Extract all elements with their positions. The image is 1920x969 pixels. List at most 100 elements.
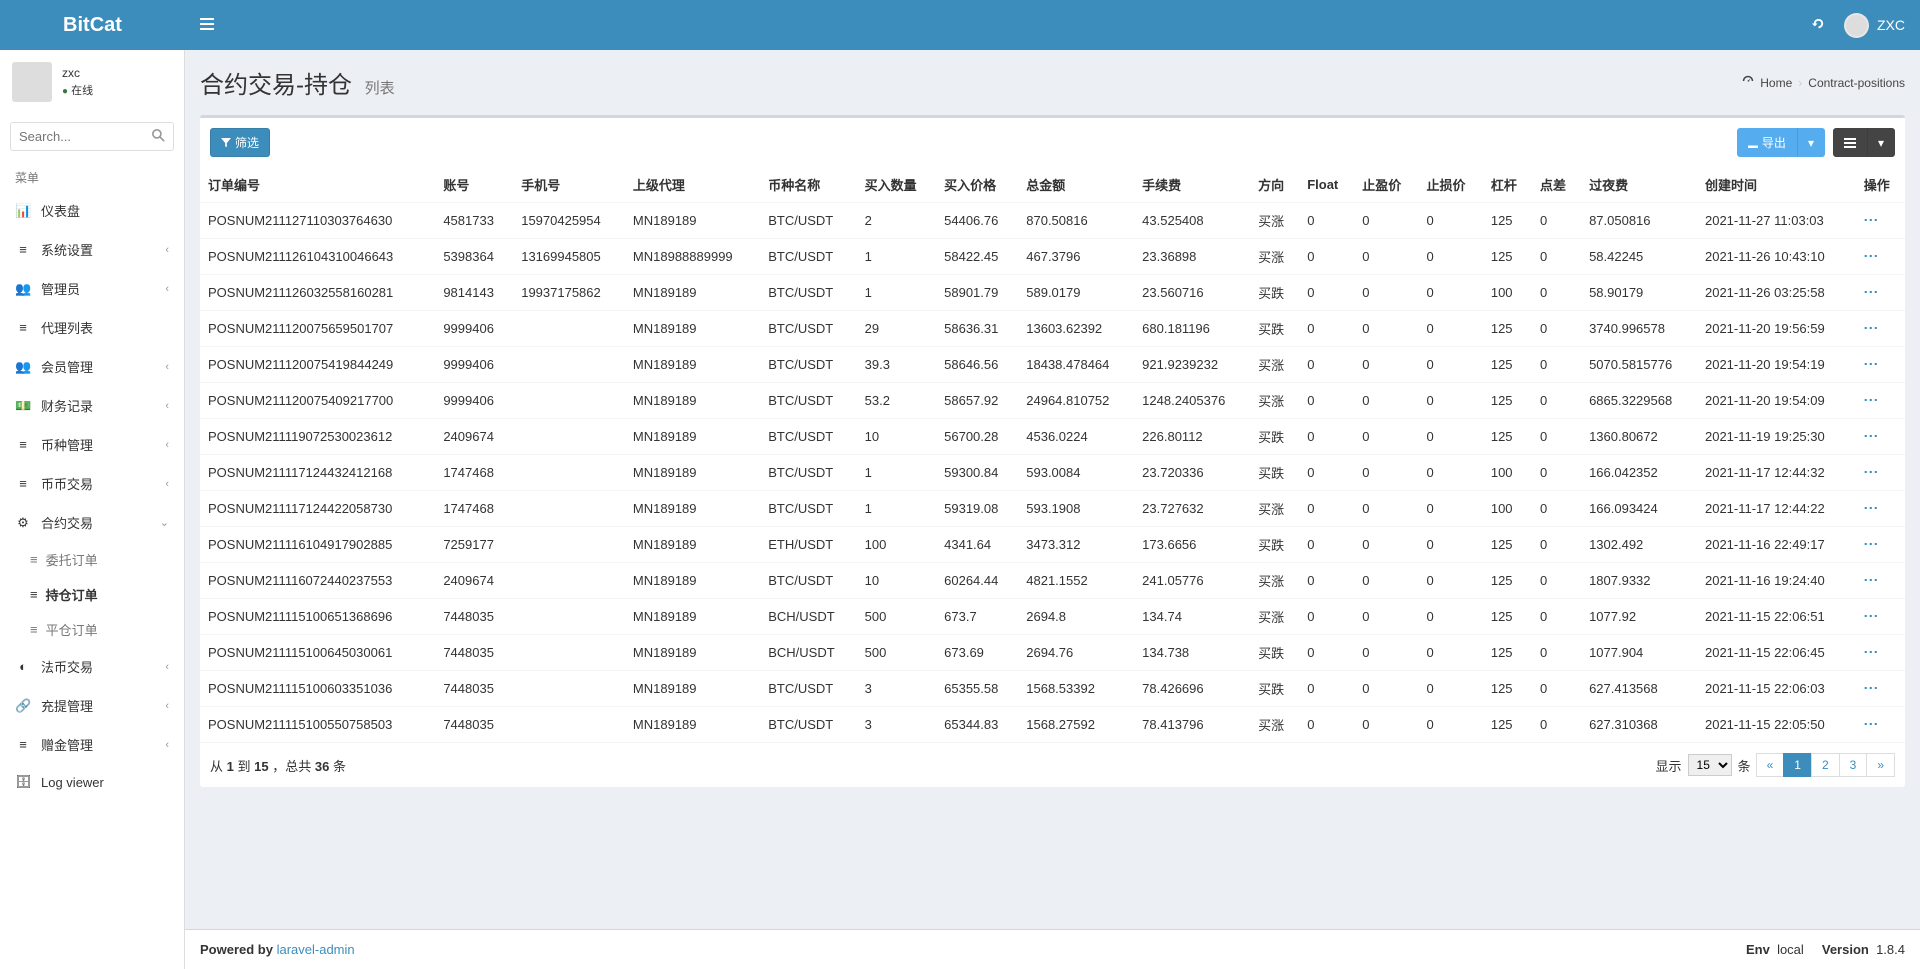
sidebar-item-7[interactable]: ≡币币交易‹ <box>0 464 184 503</box>
page-item[interactable]: 3 <box>1839 753 1868 777</box>
table-cell: 6865.3229568 <box>1581 383 1697 419</box>
column-header[interactable]: 操作 <box>1856 167 1905 203</box>
sidebar-subitem-0[interactable]: ≡委托订单 <box>0 542 184 577</box>
table-row: POSNUM2111190725300236122409674MN189189B… <box>200 419 1905 455</box>
table-row: POSNUM2111171244220587301747468MN189189B… <box>200 491 1905 527</box>
table-cell: BTC/USDT <box>760 383 856 419</box>
chevron-left-icon: ‹ <box>165 478 169 490</box>
column-header[interactable]: 过夜费 <box>1581 167 1697 203</box>
sidebar-item-2[interactable]: 👥管理员‹ <box>0 269 184 308</box>
table-cell: BTC/USDT <box>760 203 856 239</box>
sidebar-item-0[interactable]: 📊仪表盘 <box>0 191 184 230</box>
row-actions-icon[interactable]: ⋮ <box>1864 573 1880 586</box>
export-dropdown[interactable]: ▾ <box>1797 128 1825 157</box>
row-actions-icon[interactable]: ⋮ <box>1864 609 1880 622</box>
table-cell: MN189189 <box>625 275 760 311</box>
column-header[interactable]: 止盈价 <box>1354 167 1418 203</box>
sidebar-item-4[interactable]: 👥会员管理‹ <box>0 347 184 386</box>
row-actions-icon[interactable]: ⋮ <box>1864 681 1880 694</box>
laravel-admin-link[interactable]: laravel-admin <box>277 942 355 957</box>
table-cell: 500 <box>857 599 937 635</box>
per-page-select[interactable]: 15 <box>1688 754 1732 776</box>
table-cell: 58646.56 <box>936 347 1018 383</box>
table-cell: 673.69 <box>936 635 1018 671</box>
sidebar-item-6[interactable]: ≡币种管理‹ <box>0 425 184 464</box>
table-cell: 23.727632 <box>1134 491 1250 527</box>
table-cell: 100 <box>1483 491 1532 527</box>
column-header[interactable]: 点差 <box>1532 167 1581 203</box>
refresh-icon[interactable] <box>1811 16 1826 34</box>
row-actions-icon[interactable]: ⋮ <box>1864 321 1880 334</box>
page-item[interactable]: » <box>1866 753 1895 777</box>
page-item[interactable]: 2 <box>1811 753 1840 777</box>
sidebar-item-1[interactable]: ≡系统设置‹ <box>0 230 184 269</box>
search-input[interactable] <box>11 123 173 150</box>
table-cell: 买跌 <box>1250 635 1299 671</box>
table-cell: 0 <box>1419 635 1483 671</box>
column-header[interactable]: 订单编号 <box>200 167 435 203</box>
row-actions-icon[interactable]: ⋮ <box>1864 429 1880 442</box>
table-cell: 0 <box>1419 239 1483 275</box>
columns-dropdown[interactable]: ▾ <box>1867 128 1895 157</box>
row-actions-icon[interactable]: ⋮ <box>1864 717 1880 730</box>
search-icon[interactable] <box>152 129 165 145</box>
user-menu[interactable]: ZXC <box>1844 13 1905 38</box>
table-cell: 125 <box>1483 311 1532 347</box>
sidebar-subitem-2[interactable]: ≡平仓订单 <box>0 612 184 647</box>
row-actions-icon[interactable]: ⋮ <box>1864 285 1880 298</box>
sidebar-toggle[interactable] <box>185 2 229 48</box>
column-header[interactable]: 买入数量 <box>857 167 937 203</box>
brand-logo[interactable]: BitCat <box>0 0 185 50</box>
row-actions-icon[interactable]: ⋮ <box>1864 213 1880 226</box>
column-header[interactable]: 杠杆 <box>1483 167 1532 203</box>
table-cell: 0 <box>1419 707 1483 743</box>
breadcrumb-home[interactable]: Home <box>1760 76 1792 90</box>
table-cell: 13603.62392 <box>1018 311 1134 347</box>
column-header[interactable]: 上级代理 <box>625 167 760 203</box>
sidebar-subitem-1[interactable]: ≡持仓订单 <box>0 577 184 612</box>
column-header[interactable]: 创建时间 <box>1697 167 1856 203</box>
sidebar-item-label: 币币交易 <box>41 474 93 493</box>
sidebar-item-11[interactable]: ≡赠金管理‹ <box>0 725 184 764</box>
table-cell: BTC/USDT <box>760 671 856 707</box>
sidebar-item-5[interactable]: 💵财务记录‹ <box>0 386 184 425</box>
row-actions-icon[interactable]: ⋮ <box>1864 249 1880 262</box>
row-actions-icon[interactable]: ⋮ <box>1864 465 1880 478</box>
sidebar-item-10[interactable]: 🔗充提管理‹ <box>0 686 184 725</box>
table-cell: MN189189 <box>625 491 760 527</box>
table-cell: 39.3 <box>857 347 937 383</box>
table-cell: 0 <box>1354 455 1418 491</box>
column-header[interactable]: 总金额 <box>1018 167 1134 203</box>
row-actions-icon[interactable]: ⋮ <box>1864 645 1880 658</box>
row-actions-icon[interactable]: ⋮ <box>1864 501 1880 514</box>
sidebar-item-label: 币种管理 <box>41 435 93 454</box>
table-cell: 1360.80672 <box>1581 419 1697 455</box>
sidebar-item-3[interactable]: ≡代理列表 <box>0 308 184 347</box>
page-item[interactable]: 1 <box>1783 753 1812 777</box>
table-cell: 0 <box>1299 707 1354 743</box>
column-header[interactable]: 账号 <box>435 167 513 203</box>
column-header[interactable]: Float <box>1299 167 1354 203</box>
row-actions-icon[interactable]: ⋮ <box>1864 357 1880 370</box>
columns-button[interactable] <box>1833 128 1867 157</box>
column-header[interactable]: 止损价 <box>1419 167 1483 203</box>
table-cell: 134.74 <box>1134 599 1250 635</box>
table-cell: 467.3796 <box>1018 239 1134 275</box>
sidebar-item-8[interactable]: ⚙合约交易⌄ <box>0 503 184 542</box>
sidebar-item-9[interactable]: ◐法币交易‹ <box>0 647 184 686</box>
row-actions-icon[interactable]: ⋮ <box>1864 537 1880 550</box>
table-cell: 226.80112 <box>1134 419 1250 455</box>
column-header[interactable]: 方向 <box>1250 167 1299 203</box>
page-item[interactable]: « <box>1756 753 1785 777</box>
table-cell: 125 <box>1483 203 1532 239</box>
column-header[interactable]: 币种名称 <box>760 167 856 203</box>
chevron-left-icon: ‹ <box>165 283 169 295</box>
column-header[interactable]: 手续费 <box>1134 167 1250 203</box>
column-header[interactable]: 手机号 <box>513 167 625 203</box>
filter-button[interactable]: 筛选 <box>210 128 270 157</box>
sidebar-item-12[interactable]: 🗄Log viewer <box>0 764 184 800</box>
table-cell: 0 <box>1419 275 1483 311</box>
row-actions-icon[interactable]: ⋮ <box>1864 393 1880 406</box>
column-header[interactable]: 买入价格 <box>936 167 1018 203</box>
export-button[interactable]: 导出 <box>1737 128 1797 157</box>
